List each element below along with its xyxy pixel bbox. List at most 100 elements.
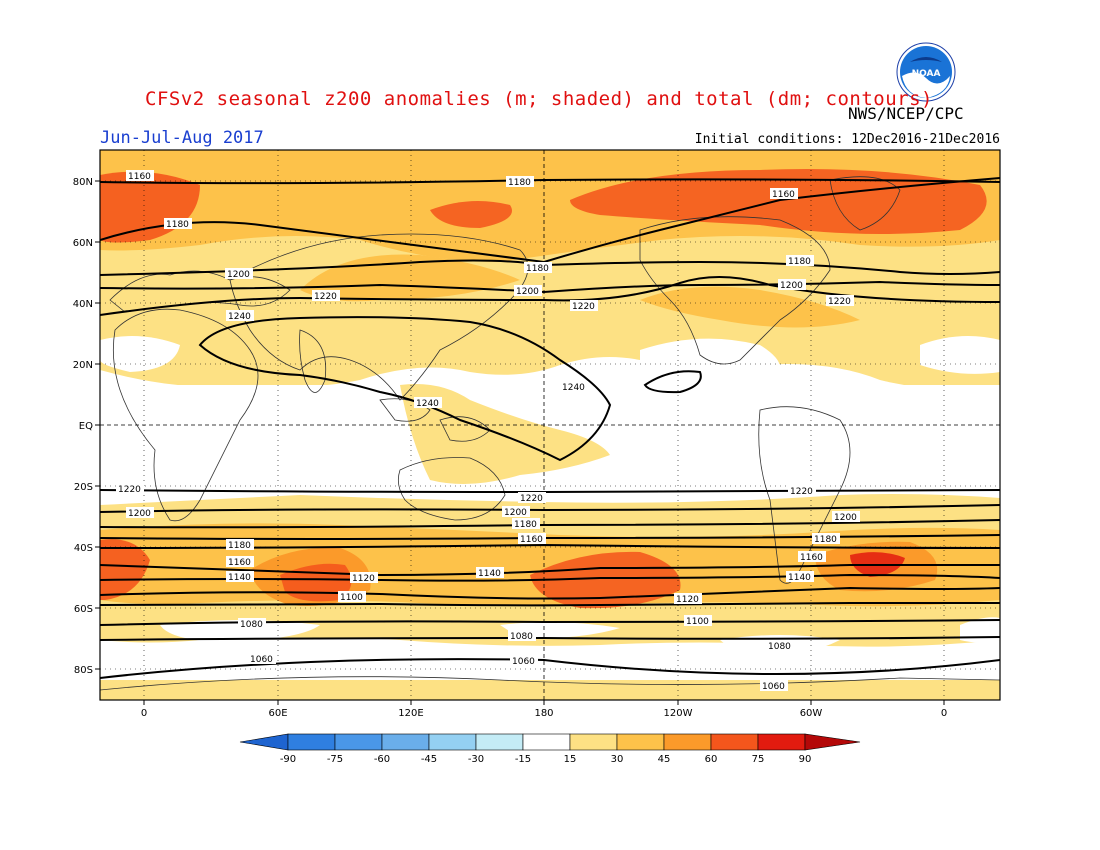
- contour-label-1240: 1240: [226, 310, 254, 322]
- colorbar-arrow-right: [804, 733, 861, 751]
- contour-label-1240: 1240: [560, 381, 588, 393]
- longitude-labels: 0 60E 120E 180 120W 60W 0: [141, 708, 947, 719]
- svg-text:1100: 1100: [340, 593, 363, 603]
- contour-label-1180: 1180: [812, 533, 840, 545]
- svg-text:1120: 1120: [352, 574, 375, 584]
- svg-text:1140: 1140: [788, 573, 811, 583]
- svg-text:1080: 1080: [510, 632, 533, 642]
- contour-label-1160: 1160: [518, 533, 546, 545]
- svg-text:1240: 1240: [416, 399, 439, 409]
- svg-text:1220: 1220: [314, 292, 337, 302]
- contour-label-1080: 1080: [238, 618, 266, 630]
- latitude-labels: 80N 60N 40N 20N EQ 20S 40S 60S 80S: [73, 177, 93, 676]
- svg-text:1240: 1240: [562, 383, 585, 393]
- contour-label-1180: 1180: [524, 262, 552, 274]
- svg-text:1140: 1140: [478, 569, 501, 579]
- lat-label: EQ: [79, 421, 93, 432]
- contour-label-1220: 1220: [788, 485, 816, 497]
- colorbar-label: 45: [658, 754, 671, 765]
- contour-label-1140: 1140: [226, 571, 254, 583]
- lon-label: 180: [534, 708, 553, 719]
- svg-text:1060: 1060: [250, 655, 273, 665]
- contour-label-1220: 1220: [312, 290, 340, 302]
- contour-label-1100: 1100: [338, 591, 366, 603]
- colorbar-label: -45: [421, 754, 437, 765]
- svg-text:1080: 1080: [240, 620, 263, 630]
- contour-label-1080: 1080: [766, 640, 794, 652]
- svg-text:1220: 1220: [572, 302, 595, 312]
- svg-text:1180: 1180: [228, 541, 251, 551]
- lon-label: 60W: [800, 708, 823, 719]
- contour-label-1180: 1180: [506, 176, 534, 188]
- contour-label-1080: 1080: [508, 630, 536, 642]
- colorbar-swatch: [616, 733, 665, 751]
- svg-text:1220: 1220: [520, 494, 543, 504]
- lon-label: 0: [941, 708, 947, 719]
- colorbar-swatch: [334, 733, 383, 751]
- svg-text:1240: 1240: [228, 312, 251, 322]
- lon-label: 0: [141, 708, 147, 719]
- svg-text:1220: 1220: [828, 297, 851, 307]
- svg-text:1120: 1120: [676, 595, 699, 605]
- colorbar-label: 30: [611, 754, 624, 765]
- contour-label-1060: 1060: [248, 653, 276, 665]
- svg-text:1220: 1220: [118, 485, 141, 495]
- svg-text:1180: 1180: [788, 257, 811, 267]
- svg-text:1160: 1160: [228, 558, 251, 568]
- colorbar-swatch: [757, 733, 806, 751]
- svg-text:1100: 1100: [686, 617, 709, 627]
- svg-text:1160: 1160: [800, 553, 823, 563]
- colorbar: -90 -75 -60 -45 -30 -15 15 30 45 60 75 90: [239, 733, 861, 765]
- svg-text:1180: 1180: [814, 535, 837, 545]
- colorbar-label: 75: [752, 754, 765, 765]
- lat-label: 60S: [74, 604, 93, 615]
- colorbar-label: 15: [564, 754, 577, 765]
- contour-label-1100: 1100: [684, 615, 712, 627]
- contour-label-1160: 1160: [798, 551, 826, 563]
- colorbar-label: -30: [468, 754, 484, 765]
- contour-label-1140: 1140: [786, 571, 814, 583]
- equator-dateline: [100, 150, 1000, 700]
- colorbar-swatch: [710, 733, 759, 751]
- contour-label-1180: 1180: [512, 518, 540, 530]
- contour-label-1160: 1160: [126, 170, 154, 182]
- svg-text:1200: 1200: [516, 287, 539, 297]
- colorbar-label: -75: [327, 754, 343, 765]
- colorbar-label: -15: [515, 754, 531, 765]
- lat-label: 80N: [73, 177, 93, 188]
- contour-label-1180: 1180: [226, 539, 254, 551]
- svg-text:1200: 1200: [780, 281, 803, 291]
- contour-label-1200: 1200: [778, 279, 806, 291]
- colorbar-swatch: [569, 733, 618, 751]
- initial-conditions: Initial conditions: 12Dec2016-21Dec2016: [694, 132, 1000, 147]
- contour-label-1180: 1180: [164, 218, 192, 230]
- lat-label: 20S: [74, 482, 93, 493]
- period-label: Jun-Jul-Aug 2017: [100, 128, 264, 148]
- svg-text:NOAA: NOAA: [912, 69, 941, 79]
- height-contours: [100, 177, 1000, 679]
- svg-text:1220: 1220: [790, 487, 813, 497]
- colorbar-label: 60: [705, 754, 718, 765]
- contour-label-1200: 1200: [126, 507, 154, 519]
- svg-text:1200: 1200: [834, 513, 857, 523]
- svg-text:1060: 1060: [762, 682, 785, 692]
- lat-label: 40S: [74, 543, 93, 554]
- contour-label-1200: 1200: [225, 268, 253, 280]
- contour-label-1140: 1140: [476, 567, 504, 579]
- svg-text:1160: 1160: [772, 190, 795, 200]
- contour-label-1220: 1220: [570, 300, 598, 312]
- contour-labels: 1160 1180 1160 1180 1180 1180 1200 1200 …: [116, 170, 860, 692]
- contour-label-1220: 1220: [518, 492, 546, 504]
- svg-text:1180: 1180: [166, 220, 189, 230]
- contour-label-1060: 1060: [510, 655, 538, 667]
- colorbar-swatch: [475, 733, 524, 751]
- svg-text:1080: 1080: [768, 642, 791, 652]
- chart-title: CFSv2 seasonal z200 anomalies (m; shaded…: [145, 88, 933, 110]
- lon-label: 60E: [268, 708, 287, 719]
- svg-text:1160: 1160: [520, 535, 543, 545]
- svg-text:1200: 1200: [128, 509, 151, 519]
- agency-label: NWS/NCEP/CPC: [848, 104, 964, 123]
- contour-label-1060: 1060: [760, 680, 788, 692]
- svg-text:1160: 1160: [128, 172, 151, 182]
- colorbar-arrow-left: [239, 733, 289, 751]
